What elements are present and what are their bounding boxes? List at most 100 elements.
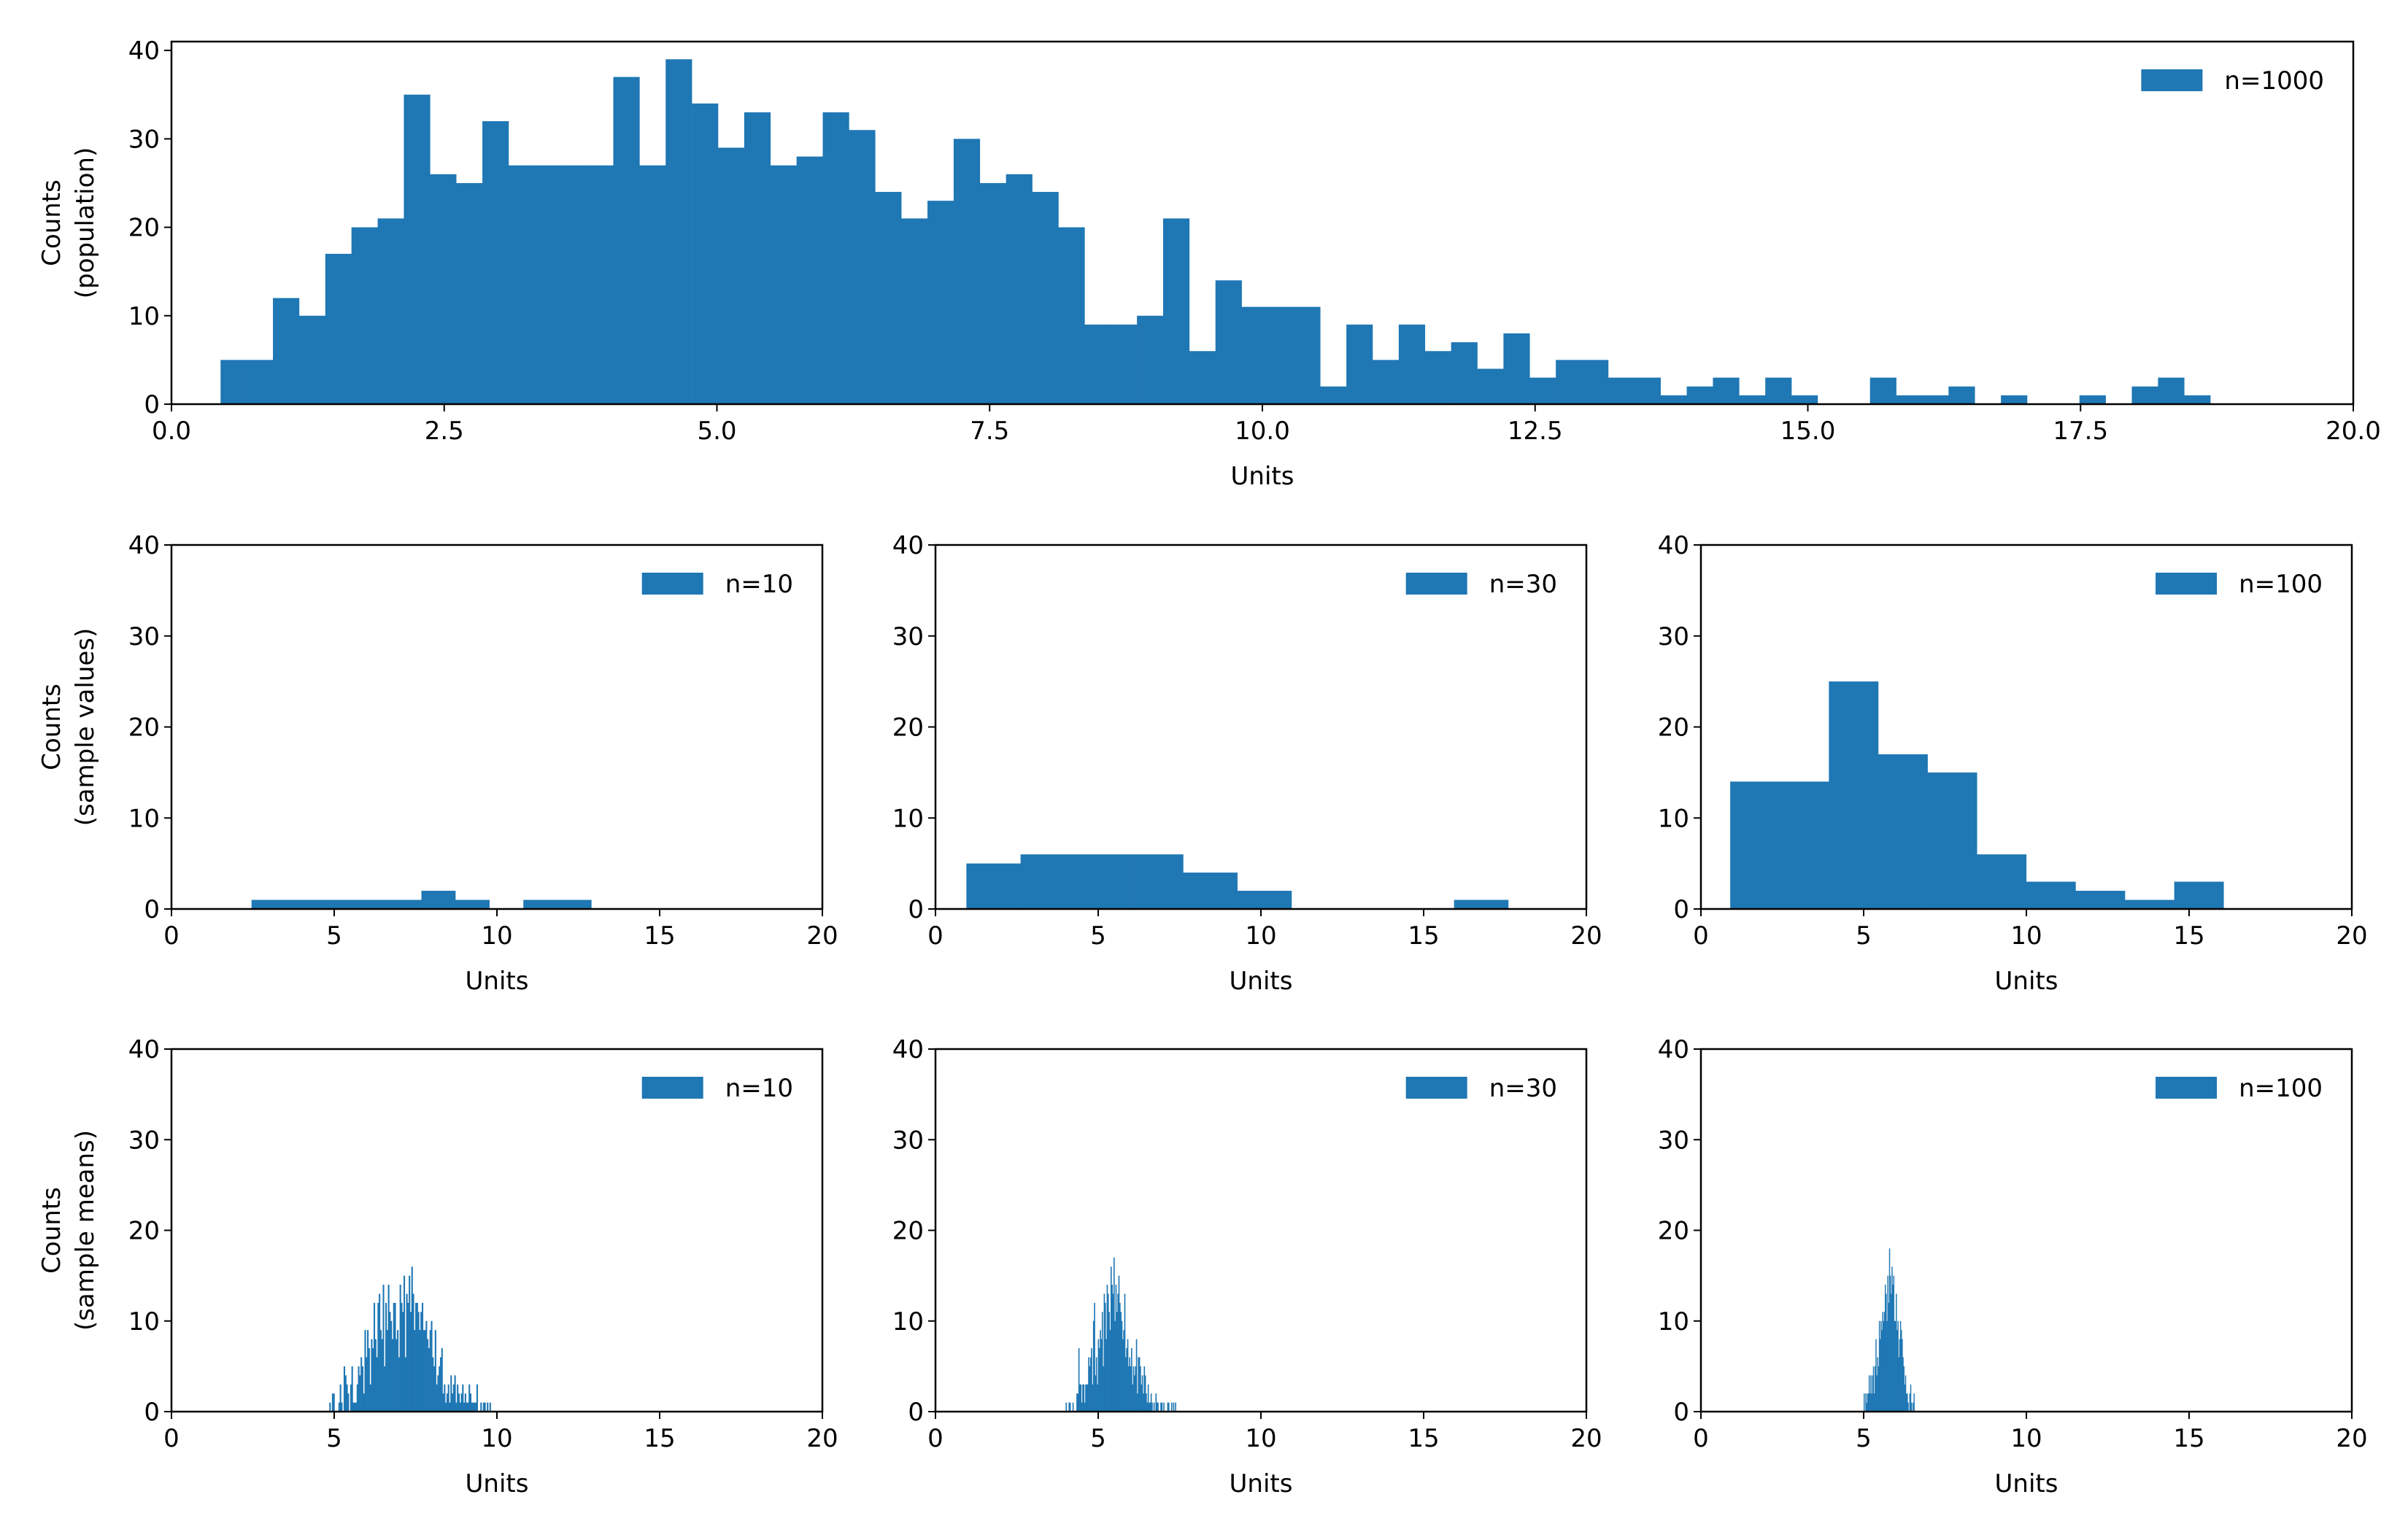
y-tick-label: 20 <box>892 713 924 743</box>
histogram-bar <box>534 165 562 404</box>
histogram-bar <box>220 360 247 404</box>
histogram-bar <box>1896 395 1923 404</box>
histogram-bar <box>1157 1402 1159 1412</box>
x-tick-label: 0.0 <box>152 417 191 446</box>
histogram-bar <box>351 227 378 404</box>
y-tick-label: 30 <box>128 622 160 651</box>
histogram-bar <box>421 1302 424 1412</box>
histogram-bar <box>1118 1275 1120 1412</box>
histogram-bar <box>1097 1339 1100 1412</box>
histogram-bar <box>325 253 352 404</box>
histogram-bar <box>2158 377 2185 404</box>
histogram-bar <box>468 1384 471 1412</box>
histogram-bar <box>377 218 404 404</box>
histogram-bar <box>319 900 354 909</box>
x-tick-label: 10 <box>481 1424 512 1453</box>
histogram-bar <box>285 900 320 909</box>
histogram-bar <box>1869 377 1896 404</box>
histogram-bar <box>391 1339 394 1412</box>
x-tick-label: 10 <box>2010 1424 2042 1453</box>
y-tick-label: 0 <box>144 895 160 924</box>
legend-swatch <box>641 1077 703 1099</box>
histogram-bar <box>416 1302 418 1412</box>
y-tick-label: 40 <box>128 1035 160 1064</box>
histogram-bar <box>401 1302 403 1412</box>
histogram-bar <box>717 147 745 404</box>
y-tick-label: 30 <box>128 125 160 154</box>
legend-swatch <box>2141 69 2203 91</box>
y-axis-label: (sample values) <box>71 628 100 827</box>
histogram-bar <box>1097 1384 1098 1412</box>
y-tick-label: 10 <box>1658 804 1689 833</box>
histogram-bar <box>1065 1402 1068 1412</box>
histogram-bar <box>966 863 1021 909</box>
subplot-6: 0 5 10 15 20 0 10 20 30 40 Units n=30 <box>892 1035 1602 1498</box>
histogram-bar <box>1110 1266 1112 1412</box>
histogram-bar <box>1114 1320 1116 1412</box>
x-axis-label: Units <box>1995 1469 2058 1498</box>
histogram-bar <box>476 1384 478 1412</box>
histogram-bar <box>2075 891 2126 909</box>
histogram-bar <box>2026 881 2076 909</box>
x-tick-label: 15 <box>644 1424 675 1453</box>
histogram-bar <box>1884 1285 1886 1412</box>
histogram-bar <box>1894 1320 1896 1412</box>
histogram-bar <box>1106 1285 1108 1412</box>
histogram-bar <box>455 900 490 909</box>
histogram-bar <box>429 1330 431 1412</box>
histogram-bar <box>1765 377 1792 404</box>
histogram-bar <box>1085 1384 1087 1412</box>
histogram-bar <box>1372 360 1400 404</box>
x-axis-label: Units <box>1230 1469 1293 1498</box>
histogram-bar <box>1346 324 1373 404</box>
axes-frame <box>1699 1048 2353 1413</box>
histogram-bar <box>1078 1348 1080 1412</box>
histogram-bar <box>339 1384 341 1412</box>
histogram-bar <box>251 900 286 909</box>
histogram-bar <box>456 182 483 404</box>
histogram-bar <box>1779 781 1829 909</box>
histogram-bar <box>1873 1393 1875 1412</box>
histogram-bar <box>1883 1320 1885 1412</box>
y-tick-label: 30 <box>892 1126 924 1155</box>
histogram-bar <box>415 1302 417 1412</box>
histogram-bar <box>1137 315 1164 404</box>
histogram-bar <box>1608 377 1635 404</box>
histogram-bar <box>467 1402 469 1412</box>
histogram-bar <box>422 1330 425 1412</box>
histogram-bar <box>436 1384 438 1412</box>
histogram-bar <box>1503 333 1530 404</box>
histogram-bar <box>613 77 640 405</box>
histogram-bar <box>395 1339 398 1412</box>
histogram-bar <box>1241 306 1268 404</box>
histogram-bar <box>1137 1393 1138 1412</box>
histogram-bar <box>1739 395 1766 404</box>
histogram-bar <box>449 1402 451 1412</box>
histogram-bar <box>1081 1402 1083 1412</box>
histogram-bar <box>1910 1384 1912 1412</box>
histogram-bar <box>343 1366 346 1412</box>
histogram-bar <box>484 1402 486 1412</box>
x-tick-label: 20 <box>1570 1424 1602 1453</box>
histogram-bar <box>1109 1330 1111 1412</box>
histogram-bar <box>1119 1302 1121 1412</box>
x-tick-label: 0 <box>1693 1424 1709 1453</box>
histogram-bar <box>1151 1402 1153 1412</box>
histogram-bar <box>367 1330 369 1412</box>
legend-swatch <box>1405 573 1467 595</box>
x-tick-label: 20.0 <box>2326 417 2381 446</box>
histogram-bar <box>371 1339 373 1412</box>
histogram-bar <box>1865 1393 1867 1412</box>
x-tick-label: 5.0 <box>697 417 736 446</box>
histogram-bar <box>387 1285 390 1412</box>
histogram-bar <box>1132 1384 1134 1412</box>
histogram-bar <box>1870 1375 1872 1412</box>
legend-label: n=30 <box>1489 570 1557 599</box>
histogram-bar <box>406 1293 408 1412</box>
legend-swatch <box>2156 1077 2218 1099</box>
x-tick-label: 17.5 <box>2053 417 2108 446</box>
x-tick-label: 15 <box>644 921 675 951</box>
histogram-bar <box>404 1357 406 1412</box>
histogram-bar <box>1477 368 1504 404</box>
